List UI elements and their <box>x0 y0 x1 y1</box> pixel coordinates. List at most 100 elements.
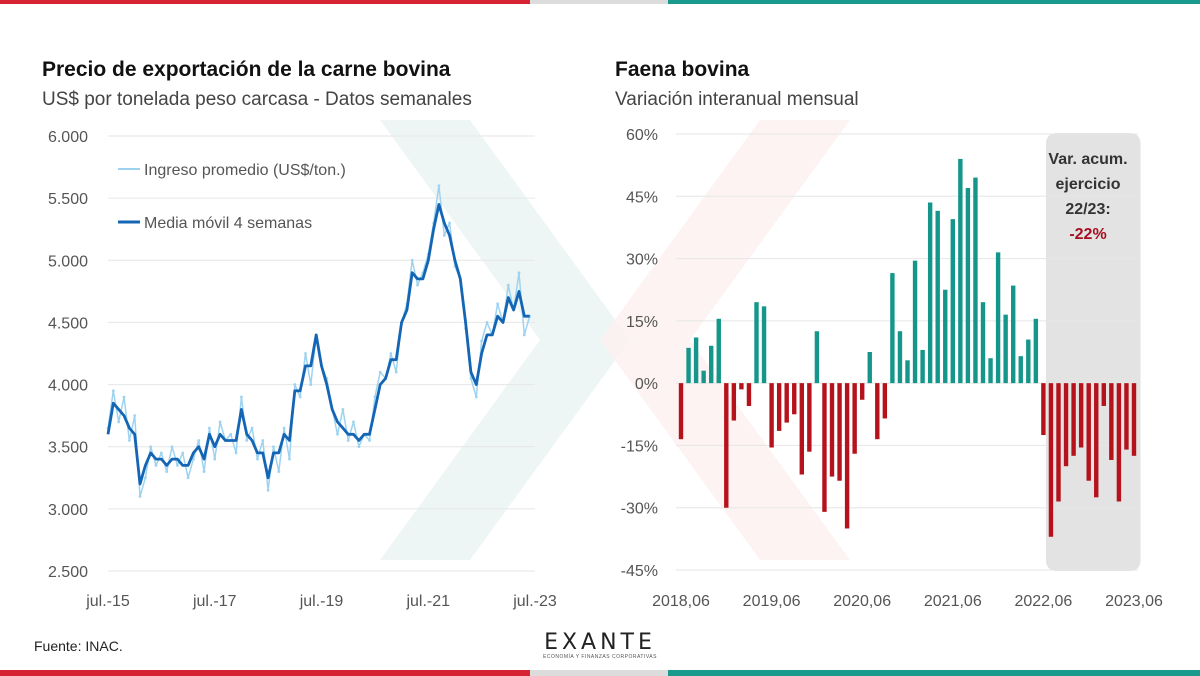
bar-negative <box>852 383 857 454</box>
bar-positive <box>980 302 986 384</box>
bar-negative <box>1101 383 1106 406</box>
bar-positive <box>912 260 918 384</box>
weekly-price-point <box>149 445 153 449</box>
moving-average-line <box>106 202 530 486</box>
left-y-tick-label: 5.000 <box>48 253 88 270</box>
left-chart-y-ticks: 2.500 3.000 3.500 4.000 4.500 5.000 5.500 6.000 <box>48 129 88 581</box>
left-y-tick-label: 5.500 <box>48 191 88 208</box>
bar-positive <box>1033 318 1039 384</box>
right-x-tick-label: 2021,06 <box>924 593 982 610</box>
top-strip-teal <box>668 0 1200 4</box>
weekly-price-point <box>127 439 131 442</box>
bar-negative <box>1094 383 1099 498</box>
left-chart-title: Precio de exportación de la carne bovina <box>42 58 451 81</box>
weekly-price-point <box>346 439 350 442</box>
bar-positive <box>988 358 993 384</box>
bar-positive <box>814 331 820 384</box>
left-chart-subtitle: US$ por tonelada peso carcasa - Datos se… <box>42 89 472 110</box>
bar-positive <box>1003 314 1008 384</box>
weekly-price-point <box>293 383 297 386</box>
left-x-tick-label: jul.-19 <box>299 593 344 610</box>
bar-negative <box>1041 383 1046 436</box>
weekly-price-point <box>474 395 478 399</box>
bar-negative <box>724 383 729 508</box>
left-chart-gridlines <box>108 135 535 572</box>
annotation-line-1: Var. acum. <box>1048 151 1127 168</box>
weekly-price-point <box>165 470 169 473</box>
right-chart-subtitle: Variación interanual mensual <box>615 89 859 110</box>
bar-negative <box>1071 383 1076 456</box>
right-chart-highlight <box>1045 133 1141 571</box>
bar-positive <box>943 289 948 384</box>
bar-positive <box>935 210 940 384</box>
right-chart-bars <box>678 158 1137 537</box>
right-chart-x-ticks: 2018,06 2019,06 2020,06 2021,06 2022,06 2023,… <box>652 593 1163 610</box>
bar-negative <box>746 383 752 406</box>
bar-negative <box>1086 383 1091 481</box>
bar-negative <box>769 383 774 448</box>
bar-negative <box>1109 383 1114 460</box>
weekly-price-point <box>282 426 286 430</box>
bar-negative <box>807 383 812 452</box>
right-y-tick-label: 15% <box>626 314 658 331</box>
right-y-tick-label: 45% <box>626 189 658 206</box>
source-note: Fuente: INAC. <box>34 638 123 654</box>
bar-positive <box>950 219 955 384</box>
bar-positive <box>927 202 933 384</box>
bar-negative <box>844 383 850 529</box>
bar-positive <box>958 158 963 384</box>
weekly-price-point <box>272 445 275 449</box>
weekly-price-point <box>143 476 147 480</box>
weekly-price-point <box>416 283 419 287</box>
bar-positive <box>709 345 714 384</box>
weekly-price-point <box>522 333 526 337</box>
annotation-value: -22% <box>1069 226 1106 243</box>
bar-negative <box>837 383 842 481</box>
bar-negative <box>799 383 804 475</box>
left-y-tick-label: 4.500 <box>48 315 88 332</box>
bottom-strip-teal <box>668 670 1200 676</box>
right-chart-title: Faena bovina <box>615 58 750 81</box>
weekly-price-point <box>197 439 201 442</box>
bar-negative <box>882 383 888 419</box>
weekly-price-point <box>304 352 307 355</box>
weekly-price-point <box>175 463 179 467</box>
left-x-tick-label: jul.-17 <box>192 593 237 610</box>
weekly-price-point <box>117 420 121 424</box>
weekly-price-point <box>181 451 185 455</box>
bar-negative <box>678 383 684 440</box>
bar-positive <box>754 302 759 384</box>
left-y-tick-label: 3.000 <box>48 502 88 519</box>
bar-negative <box>1131 383 1137 456</box>
weekly-price-point <box>480 339 484 343</box>
weekly-price-point <box>159 451 163 455</box>
weekly-price-point <box>261 439 265 442</box>
weekly-price-point <box>170 445 174 449</box>
bar-positive <box>761 306 767 384</box>
weekly-price-point <box>448 221 451 225</box>
top-strip-red <box>0 0 530 4</box>
bar-positive <box>973 177 978 384</box>
weekly-price-point <box>133 414 137 418</box>
weekly-price-point <box>485 321 489 324</box>
bar-negative <box>1063 383 1069 467</box>
weekly-price-point <box>138 495 142 498</box>
left-y-tick-label: 3.500 <box>48 440 88 457</box>
bar-negative <box>829 383 835 477</box>
bar-positive <box>1026 339 1031 384</box>
weekly-price-point <box>506 283 510 287</box>
weekly-price-point <box>256 457 259 461</box>
right-y-tick-label: -45% <box>621 563 658 580</box>
weekly-price-point <box>213 457 217 461</box>
highlight-annotation: Var. acum. ejercicio 22/23: -22% <box>1048 151 1127 243</box>
legend-label-ma: Media móvil 4 semanas <box>144 215 312 232</box>
bar-negative <box>784 383 789 423</box>
weekly-price-point <box>496 302 500 306</box>
weekly-price-point <box>229 432 233 436</box>
weekly-price-point <box>352 420 355 424</box>
logo-tagline: ECONOMÍA Y FINANZAS CORPORATIVAS <box>543 654 657 660</box>
right-x-tick-label: 2019,06 <box>743 593 801 610</box>
weekly-price-point <box>378 370 382 374</box>
right-x-tick-label: 2020,06 <box>833 593 891 610</box>
